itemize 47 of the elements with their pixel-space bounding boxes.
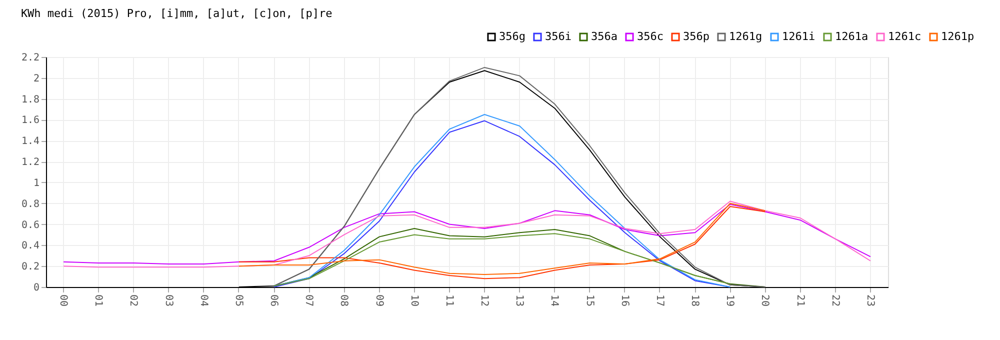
y-tick-label: 0.6 [21, 220, 40, 231]
x-tick-label: 04 [198, 294, 209, 307]
x-tick-label: 10 [408, 294, 420, 307]
y-tick-label: 2 [33, 73, 40, 84]
x-tick-label: 00 [58, 294, 69, 307]
legend-label: 356i [545, 30, 572, 43]
y-tick-label: 0.2 [21, 262, 40, 273]
x-tick-label: 02 [128, 294, 139, 307]
legend-label: 1261a [835, 30, 868, 43]
legend-label: 356p [683, 30, 710, 43]
x-tick-label: 08 [338, 294, 350, 307]
x-tick-label: 22 [829, 294, 840, 307]
x-tick-label: 13 [514, 294, 525, 307]
y-tick-label: 1.6 [21, 115, 40, 126]
x-tick-label: 11 [443, 294, 454, 307]
legend-label: 1261p [941, 30, 974, 43]
y-tick-label: 2.2 [21, 52, 40, 64]
x-tick-label: 20 [759, 294, 770, 307]
x-tick-label: 23 [864, 294, 876, 307]
x-tick-label: 16 [618, 294, 630, 307]
x-tick-label: 14 [548, 294, 560, 307]
legend-label: 356g [499, 30, 526, 43]
legend-label: 356c [637, 30, 664, 43]
y-tick-label: 0.4 [21, 240, 40, 252]
x-tick-label: 12 [478, 294, 490, 307]
x-tick-label: 17 [654, 294, 665, 307]
legend-label: 356a [591, 30, 618, 43]
x-tick-label: 09 [373, 294, 384, 307]
chart-title: KWh medi (2015) Pro, [i]mm, [a]ut, [c]on, [p]re [20, 7, 332, 20]
x-tick-label: 19 [724, 294, 736, 307]
x-tick-label: 15 [584, 294, 595, 307]
y-tick-label: 1.4 [21, 136, 40, 148]
y-tick-label: 0 [33, 282, 40, 294]
y-tick-label: 1.8 [21, 94, 40, 106]
y-tick-label: 1 [33, 178, 40, 189]
y-tick-label: 0.8 [21, 198, 40, 210]
legend-label: 1261c [888, 30, 922, 43]
legend-label: 1261g [729, 30, 762, 43]
x-tick-label: 07 [303, 294, 314, 307]
x-tick-label: 06 [268, 294, 280, 307]
x-tick-label: 18 [689, 294, 700, 307]
x-tick-label: 01 [92, 294, 104, 307]
y-tick-label: 1.2 [21, 157, 40, 168]
legend-label: 1261i [782, 30, 816, 43]
x-tick-label: 03 [162, 294, 174, 307]
x-tick-label: 05 [232, 294, 244, 307]
x-tick-label: 21 [794, 294, 806, 307]
